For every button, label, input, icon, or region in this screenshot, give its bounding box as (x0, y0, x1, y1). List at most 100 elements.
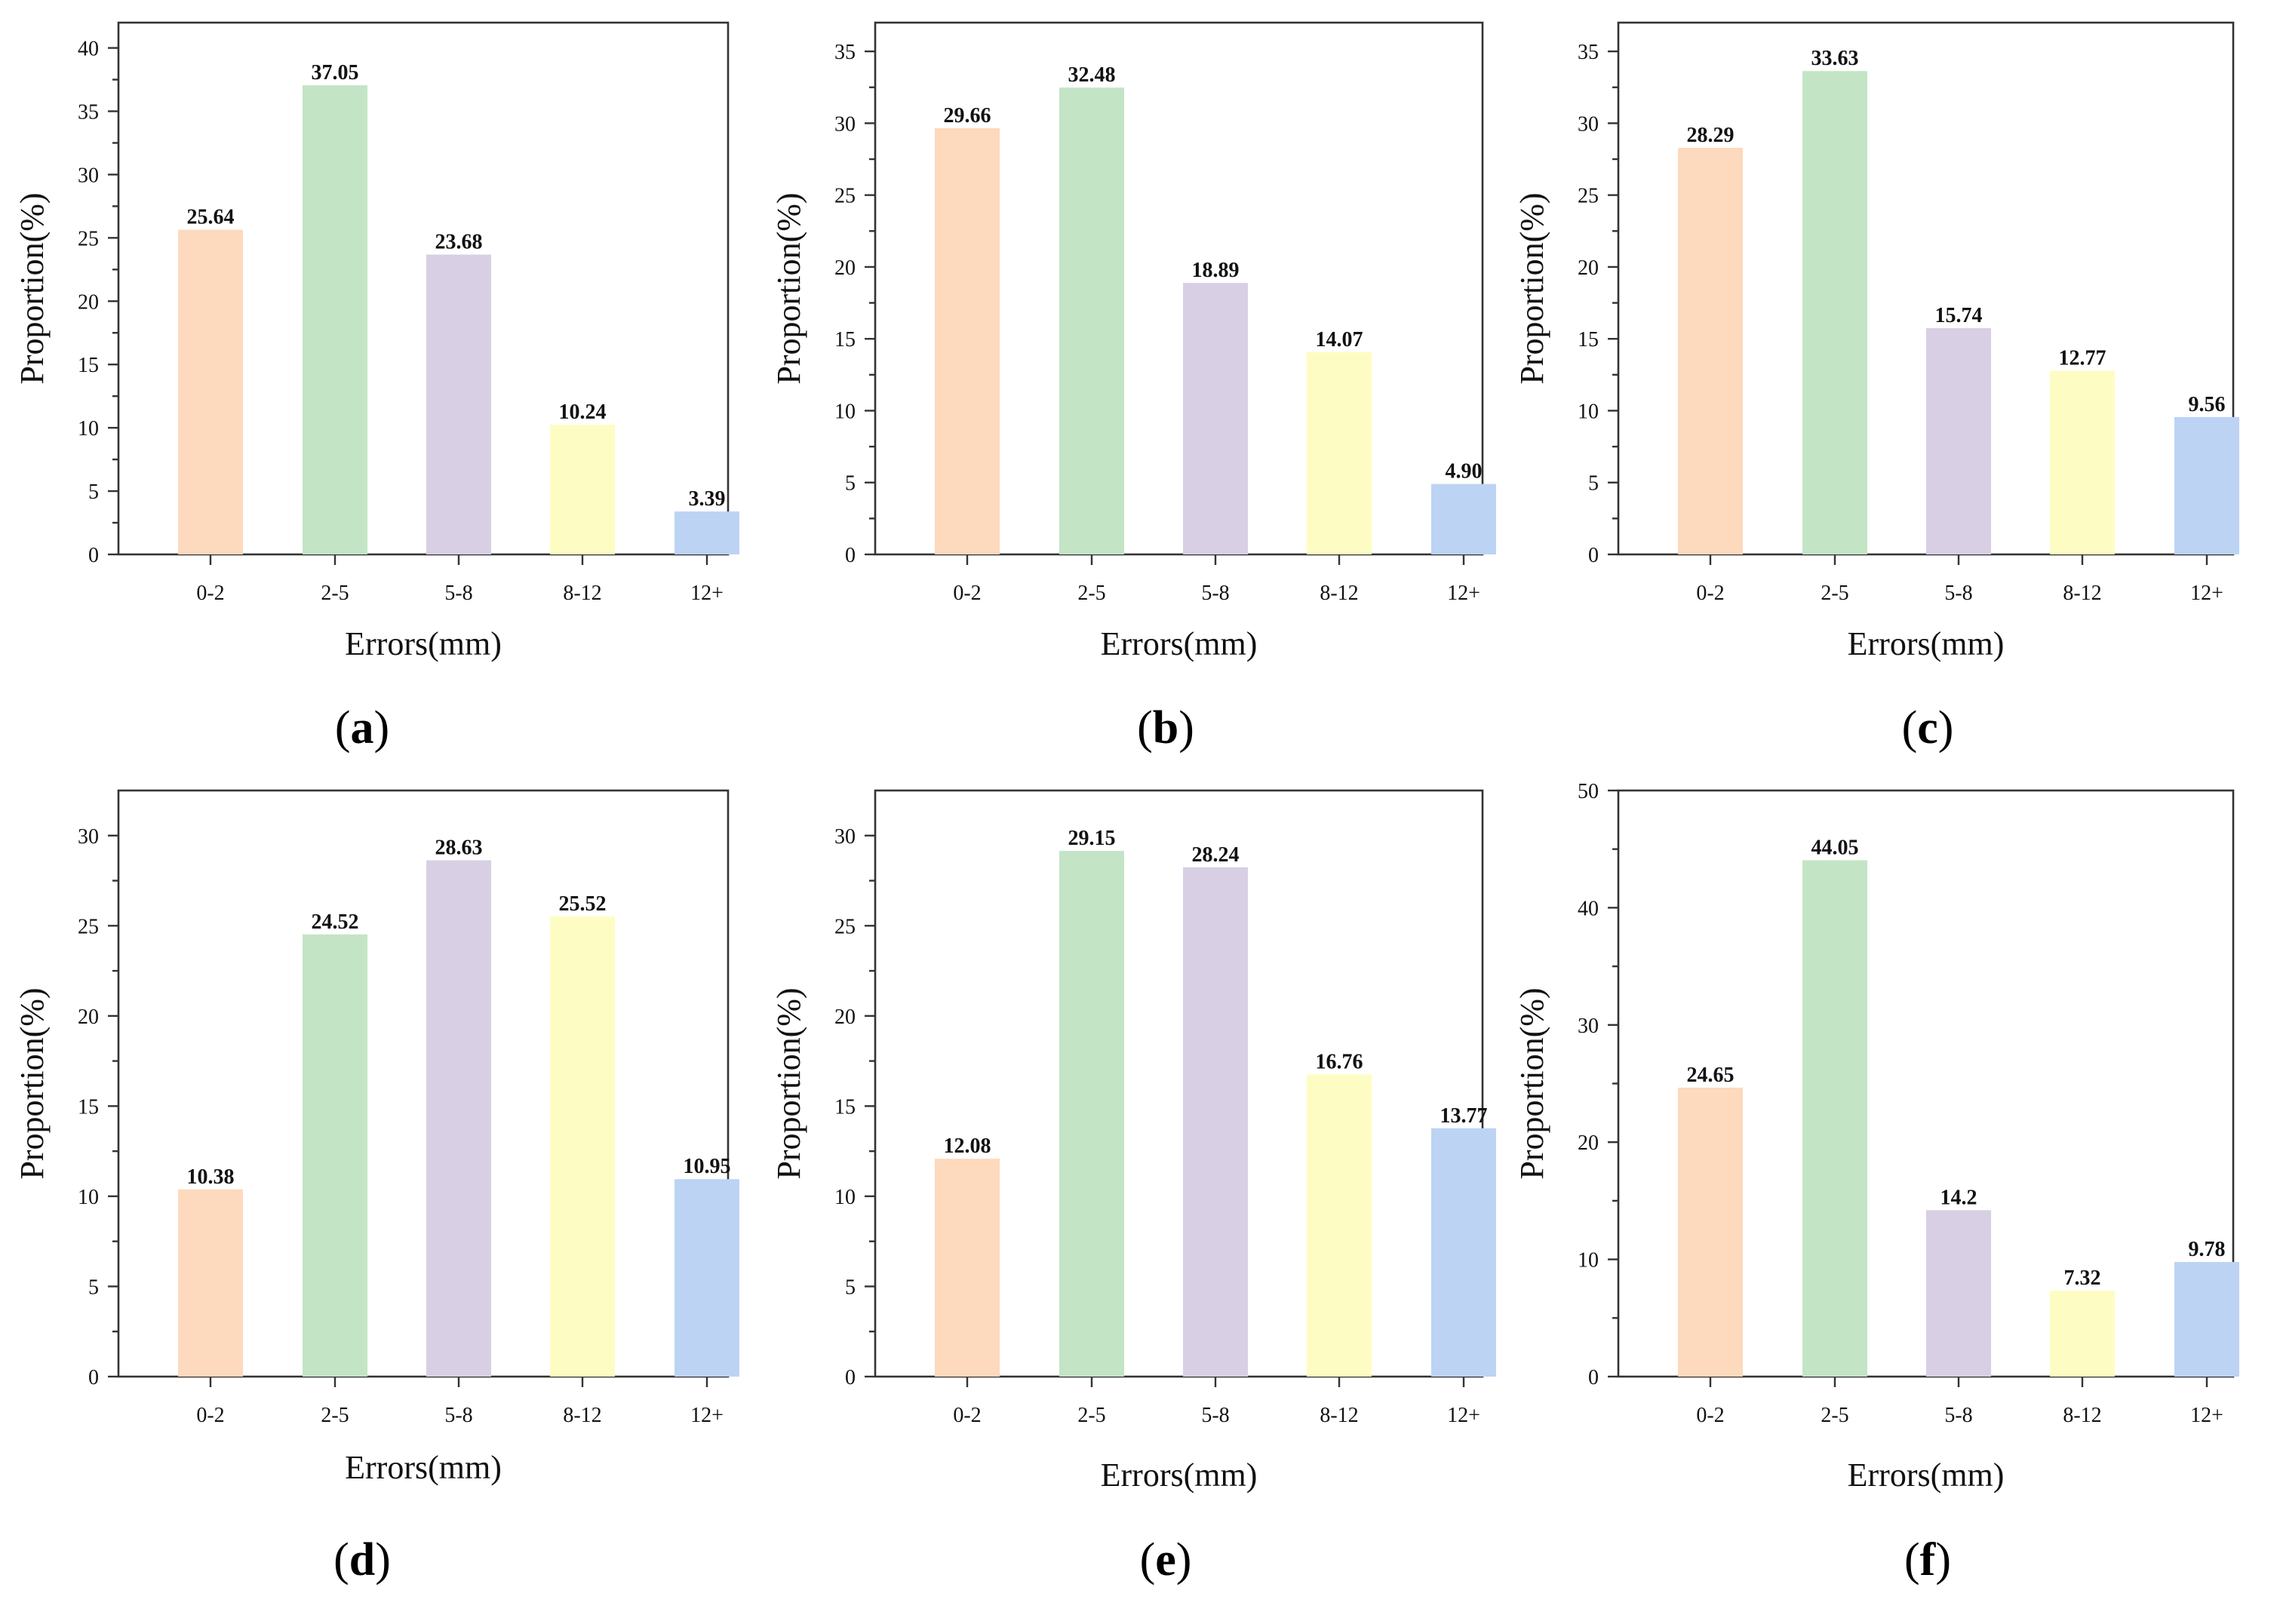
caption-close-paren: ) (374, 702, 390, 754)
caption-open-paren: ( (1137, 702, 1153, 754)
y-axis-title: Proportion(%) (1513, 192, 1550, 384)
y-tick-label: 5 (1588, 472, 1599, 496)
x-axis-title: Errors(mm) (1848, 1457, 2005, 1494)
x-tick-label: 12+ (690, 582, 724, 605)
y-tick-label: 10 (1578, 400, 1599, 423)
y-tick-label: 5 (88, 1276, 99, 1299)
y-tick-label: 30 (834, 112, 856, 136)
bar-8-12 (1307, 1074, 1372, 1377)
chart-panel-a: 0 5 10 15 20 25 30 35 40 25.64 0-2 37.05 2-5 23.68 5-8… (14, 21, 739, 754)
bar-0-2 (935, 1159, 1000, 1377)
panel-caption: (a) (335, 702, 389, 754)
bar-12+ (1431, 1128, 1496, 1377)
y-tick-label: 30 (78, 825, 99, 849)
y-tick-label: 10 (78, 1186, 99, 1209)
caption-letter: e (1155, 1534, 1176, 1586)
y-tick-label: 30 (1578, 1015, 1599, 1038)
bar-5-8 (1183, 283, 1248, 554)
caption-open-paren: ( (1904, 1534, 1920, 1586)
panel-caption: (e) (1140, 1534, 1192, 1586)
bar-value-label: 28.24 (1192, 843, 1240, 867)
y-tick-label: 20 (78, 290, 99, 314)
bar-value-label: 25.52 (559, 892, 607, 916)
bar-value-label: 15.74 (1935, 304, 1983, 327)
y-tick-label: 25 (834, 185, 856, 208)
bar-0-2 (1678, 147, 1743, 554)
x-tick-label: 8-12 (1320, 1404, 1358, 1427)
bar-2-5 (1059, 851, 1124, 1377)
bar-value-label: 12.77 (2059, 347, 2106, 370)
y-tick-label: 10 (1578, 1249, 1599, 1272)
x-tick-label: 12+ (1447, 582, 1480, 605)
bar-8-12 (2050, 1291, 2115, 1377)
x-tick-label: 0-2 (1696, 1404, 1724, 1427)
bar-value-label: 25.64 (187, 206, 235, 229)
y-tick-label: 25 (834, 915, 856, 938)
x-tick-label: 8-12 (2063, 1404, 2101, 1427)
x-tick-label: 2-5 (321, 582, 349, 605)
bar-value-label: 29.66 (944, 104, 991, 127)
x-tick-label: 0-2 (1696, 582, 1724, 605)
x-tick-label: 2-5 (321, 1404, 349, 1427)
x-tick-label: 0-2 (953, 1404, 981, 1427)
plot-frame (874, 789, 1484, 1378)
x-tick-label: 8-12 (1320, 582, 1358, 605)
caption-open-paren: ( (333, 1534, 349, 1586)
caption-letter: b (1153, 702, 1178, 754)
bar-0-2 (178, 229, 243, 554)
y-tick-label: 0 (88, 1366, 99, 1389)
bar-value-label: 29.15 (1068, 827, 1116, 850)
chart-panel-b: 0 5 10 15 20 25 30 35 29.66 0-2 32.48 2-5 18.89 5-8 14… (770, 21, 1496, 754)
x-tick-label: 12+ (1447, 1404, 1480, 1427)
panel-caption: (b) (1137, 702, 1194, 754)
x-tick-label: 5-8 (444, 1404, 472, 1427)
y-tick-label: 15 (834, 1095, 856, 1119)
bar-value-label: 24.65 (1687, 1064, 1735, 1087)
chart-panel-c: 0 5 10 15 20 25 30 35 28.29 0-2 33.63 2-5 15.74 5-8 12… (1513, 21, 2239, 754)
y-tick-label: 30 (834, 825, 856, 849)
bar-value-label: 4.90 (1446, 460, 1483, 484)
y-tick-label: 20 (834, 256, 856, 280)
x-tick-label: 0-2 (196, 1404, 224, 1427)
bar-value-label: 3.39 (689, 487, 726, 511)
bar-value-label: 7.32 (2064, 1266, 2101, 1290)
x-tick-label: 0-2 (196, 582, 224, 605)
bar-12+ (2174, 1262, 2239, 1377)
y-tick-label: 30 (78, 164, 99, 187)
x-tick-label: 8-12 (563, 582, 601, 605)
x-tick-label: 2-5 (1821, 582, 1848, 605)
x-axis-title: Errors(mm) (1101, 1457, 1258, 1494)
y-tick-label: 15 (78, 1095, 99, 1119)
bar-value-label: 14.07 (1316, 328, 1363, 352)
bar-5-8 (426, 860, 491, 1377)
caption-close-paren: ) (1178, 702, 1194, 754)
bar-value-label: 23.68 (435, 231, 483, 254)
plot-frame (117, 21, 730, 556)
caption-open-paren: ( (335, 702, 351, 754)
x-tick-label: 8-12 (2063, 582, 2101, 605)
bar-12+ (2174, 416, 2239, 554)
bar-0-2 (178, 1189, 243, 1377)
x-tick-label: 5-8 (1944, 1404, 1972, 1427)
caption-close-paren: ) (375, 1534, 391, 1586)
y-tick-label: 15 (834, 328, 856, 352)
bar-2-5 (1802, 71, 1867, 555)
bar-value-label: 37.05 (312, 61, 359, 84)
y-tick-label: 35 (78, 101, 99, 124)
chart-panel-d: 0 5 10 15 20 25 30 10.38 0-2 24.52 2-5 28.63 5-8 25.5… (14, 789, 739, 1586)
bar-value-label: 18.89 (1192, 259, 1240, 282)
y-tick-label: 50 (1578, 780, 1599, 803)
x-tick-label: 12+ (2190, 1404, 2223, 1427)
bar-8-12 (550, 916, 615, 1377)
plot-frame (117, 789, 730, 1378)
y-axis-title: Proportion(%) (14, 987, 51, 1179)
y-axis-title: Proportion(%) (770, 192, 807, 384)
x-tick-label: 2-5 (1821, 1404, 1848, 1427)
x-tick-label: 5-8 (1201, 1404, 1229, 1427)
y-tick-label: 40 (78, 38, 99, 61)
x-axis-title: Errors(mm) (1848, 625, 2005, 662)
caption-letter: c (1917, 702, 1938, 754)
x-tick-label: 2-5 (1077, 1404, 1105, 1427)
x-tick-label: 5-8 (1944, 582, 1972, 605)
